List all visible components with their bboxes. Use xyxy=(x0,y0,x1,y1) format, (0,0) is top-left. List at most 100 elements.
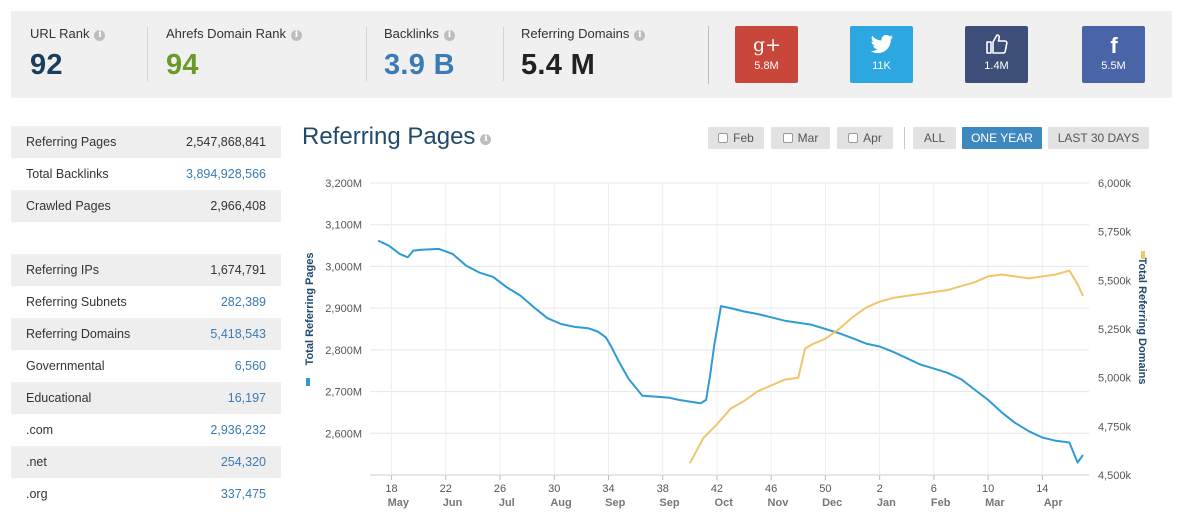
url-rank-label: URL Rank xyxy=(30,26,90,41)
x-tick-label: 46 xyxy=(765,483,777,495)
stats-row-value[interactable]: 16,197 xyxy=(227,391,266,405)
stats-row: Educational 16,197 xyxy=(11,382,281,414)
x-month-label: May xyxy=(388,497,410,509)
stats-row-label: Referring Domains xyxy=(26,327,131,341)
backlinks-value: 3.9 B xyxy=(384,49,455,81)
svg-text:f: f xyxy=(1110,34,1118,56)
svg-text:g+: g+ xyxy=(752,34,780,56)
divider xyxy=(366,27,367,81)
x-tick-label: 22 xyxy=(440,483,452,495)
x-month-label: Aug xyxy=(550,497,571,509)
checkbox-label: Mar xyxy=(797,131,819,145)
x-month-label: Jan xyxy=(877,497,896,509)
y-axis-title-left: Total Referring Pages xyxy=(304,253,316,366)
stats-row-value[interactable]: 5,418,543 xyxy=(210,327,266,341)
range-one-year-button[interactable]: ONE YEAR xyxy=(962,127,1042,149)
stats-row: .org 337,475 xyxy=(11,478,281,510)
legend-swatch xyxy=(306,378,310,386)
domain-rank-value: 94 xyxy=(166,49,199,81)
y-tick-label-right: 5,500k xyxy=(1098,275,1132,287)
x-tick-label: 10 xyxy=(982,483,994,495)
x-tick-label: 50 xyxy=(819,483,831,495)
stats-row-label: Referring Subnets xyxy=(26,295,127,309)
stats-row: Referring IPs 1,674,791 xyxy=(11,254,281,286)
metrics-bar: URL Rank i 92 Ahrefs Domain Rank i 94 Back… xyxy=(11,11,1172,98)
stats-table: Referring Pages 2,547,868,841 Total Backli… xyxy=(11,126,281,510)
y-tick-label-right: 5,250k xyxy=(1098,324,1132,336)
stats-row-label: .org xyxy=(26,487,48,501)
stats-row: Referring Pages 2,547,868,841 xyxy=(11,126,281,158)
checkbox-mar[interactable]: Mar xyxy=(771,127,830,149)
x-tick-label: 14 xyxy=(1036,483,1048,495)
twitter-button[interactable]: 11K xyxy=(850,26,913,83)
stats-row-label: Total Backlinks xyxy=(26,167,109,181)
x-month-label: Mar xyxy=(985,497,1005,509)
y-tick-label-left: 3,100M xyxy=(325,220,362,232)
info-icon[interactable]: i xyxy=(94,30,106,41)
x-month-label: Jun xyxy=(443,497,463,509)
stats-row-label: Crawled Pages xyxy=(26,199,111,213)
stats-row-value[interactable]: 282,389 xyxy=(220,295,266,309)
stats-row-value[interactable]: 337,475 xyxy=(220,487,266,501)
y-tick-label-right: 5,750k xyxy=(1098,227,1132,239)
checkbox-apr[interactable]: Apr xyxy=(837,127,893,149)
info-icon[interactable]: i xyxy=(443,30,455,41)
stats-row: Governmental 6,560 xyxy=(11,350,281,382)
series-line-referring-pages xyxy=(377,239,1084,464)
stats-row: Referring Domains 5,418,543 xyxy=(11,318,281,350)
y-tick-label-left: 2,800M xyxy=(325,345,362,357)
facebook-icon: f xyxy=(1082,26,1145,60)
checkbox-feb[interactable]: Feb xyxy=(708,127,764,149)
facebook-like-button[interactable]: 1.4M xyxy=(965,26,1028,83)
divider xyxy=(708,26,709,84)
y-tick-label-right: 5,000k xyxy=(1098,373,1132,385)
x-month-label: Jul xyxy=(499,497,515,509)
divider xyxy=(147,27,148,81)
twitter-icon xyxy=(850,26,913,60)
referring-domains-value: 5.4 M xyxy=(521,49,596,81)
range-all-button[interactable]: ALL xyxy=(913,127,956,149)
x-tick-label: 42 xyxy=(711,483,723,495)
x-tick-label: 2 xyxy=(877,483,883,495)
info-icon[interactable]: i xyxy=(634,30,646,41)
google-plus-count: 5.8M xyxy=(754,60,779,72)
y-tick-label-right: 4,750k xyxy=(1098,421,1132,433)
checkbox-label: Feb xyxy=(733,131,754,145)
x-month-label: Dec xyxy=(822,497,842,509)
referring-domains-label: Referring Domains xyxy=(521,26,630,41)
x-month-label: Oct xyxy=(715,497,734,509)
series-line-referring-domains xyxy=(688,269,1084,464)
stats-row: Total Backlinks 3,894,928,566 xyxy=(11,158,281,190)
thumbs-up-icon xyxy=(965,26,1028,60)
checkbox-icon[interactable] xyxy=(782,133,793,143)
url-rank-value: 92 xyxy=(30,49,63,81)
google-plus-button[interactable]: g+ 5.8M xyxy=(735,26,798,83)
range-last-30-days-button[interactable]: LAST 30 DAYS xyxy=(1048,127,1149,149)
x-tick-label: 6 xyxy=(931,483,937,495)
checkbox-icon[interactable] xyxy=(848,133,859,143)
checkbox-icon[interactable] xyxy=(718,133,729,143)
y-tick-label-left: 3,200M xyxy=(325,178,362,190)
info-icon[interactable]: i xyxy=(480,134,492,145)
domain-rank-label: Ahrefs Domain Rank xyxy=(166,26,286,41)
x-month-label: Sep xyxy=(605,497,625,509)
facebook-button[interactable]: f 5.5M xyxy=(1082,26,1145,83)
stats-row: .net 254,320 xyxy=(11,446,281,478)
facebook-like-count: 1.4M xyxy=(984,60,1009,72)
x-tick-label: 18 xyxy=(385,483,397,495)
info-icon[interactable]: i xyxy=(290,30,302,41)
x-month-label: Apr xyxy=(1044,497,1064,509)
stats-row-value[interactable]: 3,894,928,566 xyxy=(186,167,266,181)
stats-row-value[interactable]: 254,320 xyxy=(220,455,266,469)
y-tick-label-right: 6,000k xyxy=(1098,178,1132,190)
stats-row-value[interactable]: 2,936,232 xyxy=(210,423,266,437)
stats-row-value[interactable]: 6,560 xyxy=(234,359,266,373)
backlinks-label: Backlinks xyxy=(384,26,439,41)
y-axis-title-right: Total Referring Domains xyxy=(1136,258,1148,385)
y-tick-label-left: 3,000M xyxy=(325,261,362,273)
x-month-label: Nov xyxy=(768,497,790,509)
x-tick-label: 34 xyxy=(602,483,614,495)
y-tick-label-left: 2,900M xyxy=(325,303,362,315)
referring-pages-chart: 2,600M 2,700M 2,800M 2,900M 3,000M 3,100M 3,20… xyxy=(304,178,1148,509)
x-month-label: Sep xyxy=(659,497,679,509)
